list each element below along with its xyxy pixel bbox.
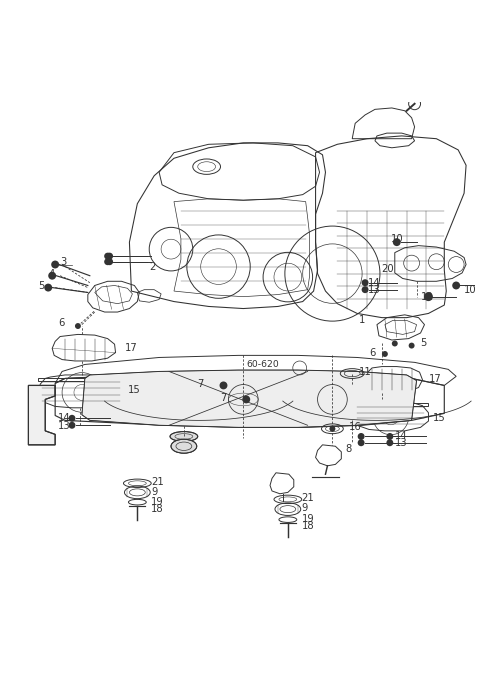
Text: 5: 5 [38, 282, 45, 291]
Text: 8: 8 [345, 444, 351, 454]
Circle shape [393, 238, 401, 246]
Circle shape [106, 253, 113, 260]
Ellipse shape [170, 432, 198, 441]
Text: 2: 2 [149, 262, 156, 272]
Circle shape [361, 279, 369, 286]
Text: 11: 11 [359, 367, 372, 377]
Circle shape [106, 258, 113, 265]
Circle shape [104, 253, 111, 260]
Circle shape [242, 396, 250, 403]
Text: 13: 13 [58, 421, 71, 431]
Circle shape [361, 286, 369, 293]
Circle shape [51, 260, 59, 269]
Text: 7: 7 [197, 379, 203, 389]
Text: 10: 10 [391, 235, 404, 244]
Polygon shape [28, 386, 55, 445]
Circle shape [69, 422, 75, 428]
Text: 6: 6 [58, 318, 64, 328]
Circle shape [69, 415, 75, 422]
Circle shape [392, 341, 398, 347]
Text: 9: 9 [302, 503, 308, 513]
Circle shape [104, 258, 111, 265]
Polygon shape [82, 370, 417, 427]
Text: 19: 19 [151, 497, 164, 507]
Text: 12: 12 [420, 292, 433, 302]
Text: 17: 17 [124, 343, 137, 354]
Text: 15: 15 [432, 413, 445, 423]
Text: 15: 15 [127, 386, 140, 395]
Text: 14: 14 [368, 277, 381, 288]
Circle shape [386, 433, 393, 440]
Text: 19: 19 [302, 514, 314, 524]
Text: 6: 6 [369, 347, 375, 358]
Text: 20: 20 [381, 264, 394, 274]
Circle shape [44, 284, 52, 292]
Text: 10: 10 [464, 285, 477, 294]
Circle shape [75, 323, 81, 329]
Text: 1: 1 [359, 316, 365, 326]
Circle shape [329, 426, 336, 432]
Text: 16: 16 [349, 422, 362, 432]
Text: 14: 14 [58, 413, 71, 423]
Circle shape [48, 272, 56, 279]
Circle shape [219, 381, 228, 390]
Text: 18: 18 [151, 504, 164, 514]
Text: 7: 7 [220, 393, 227, 403]
Text: 13: 13 [368, 285, 381, 294]
Circle shape [452, 282, 460, 290]
Text: 21: 21 [151, 477, 164, 487]
Text: 9: 9 [151, 488, 157, 497]
Circle shape [424, 292, 433, 301]
Text: 17: 17 [429, 374, 441, 384]
Circle shape [382, 351, 388, 357]
Text: 60-620: 60-620 [246, 360, 279, 369]
Circle shape [358, 433, 365, 440]
Circle shape [408, 343, 415, 349]
Text: 21: 21 [302, 493, 314, 503]
Text: 14: 14 [395, 431, 408, 441]
Text: 3: 3 [60, 257, 66, 267]
Ellipse shape [171, 439, 197, 454]
Circle shape [358, 439, 365, 446]
Text: 18: 18 [302, 521, 314, 531]
Text: 4: 4 [48, 269, 54, 279]
Text: 5: 5 [420, 338, 427, 347]
Text: 13: 13 [395, 438, 408, 447]
Circle shape [386, 439, 393, 446]
